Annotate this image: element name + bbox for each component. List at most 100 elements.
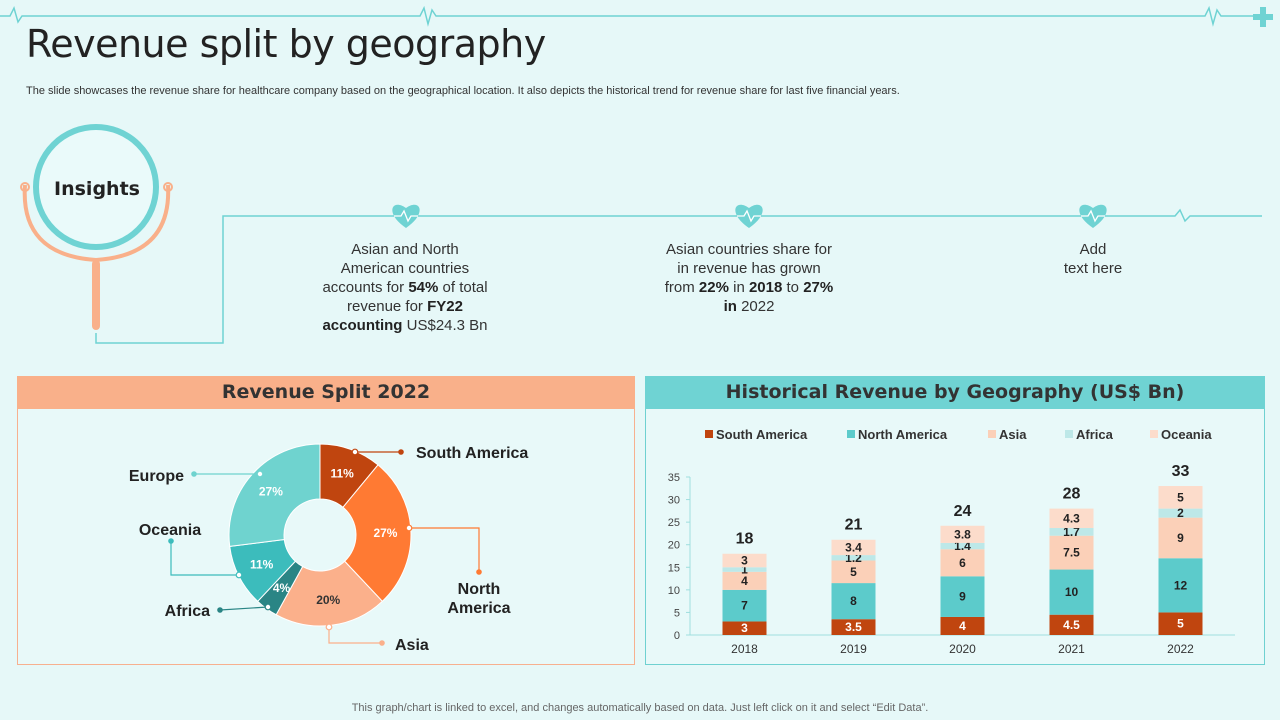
- bar-segment-oceania[interactable]: [940, 525, 985, 543]
- bar-value-label: 2: [1177, 506, 1184, 520]
- donut-category-label: South America: [416, 445, 528, 462]
- donut-category-label: North: [458, 581, 501, 598]
- insight-text-1: Asian and North American countries account…: [305, 240, 505, 335]
- bar-segment-asia[interactable]: [1049, 535, 1094, 570]
- bar-segment-oceania[interactable]: [722, 553, 767, 568]
- insight-text-segment: Asian and North: [351, 241, 459, 258]
- bar-value-label: 3.5: [845, 620, 862, 634]
- insight-text-segment: 22%: [698, 279, 729, 296]
- bar-segment-south-america[interactable]: [940, 616, 985, 635]
- x-tick-label: 2018: [731, 642, 758, 656]
- x-tick-label: 2022: [1167, 642, 1194, 656]
- bar-segment-oceania[interactable]: [1158, 486, 1203, 509]
- bar-value-label: 5: [1177, 490, 1184, 504]
- historical-revenue-bar-chart[interactable]: South America North America Asia Africa Ocea…: [645, 409, 1265, 665]
- insight-text-segment: 2022: [741, 298, 775, 315]
- insight-text-segment: 2018: [748, 279, 783, 296]
- bar-segment-north-america[interactable]: [831, 583, 876, 620]
- bar-segment-north-america[interactable]: [1049, 569, 1094, 615]
- bar-segment-north-america[interactable]: [940, 576, 985, 617]
- donut-leader-dot: [351, 448, 359, 456]
- bar-segment-africa[interactable]: [940, 542, 985, 550]
- insight-text-segment: American countries: [340, 260, 470, 277]
- bar-segment-south-america[interactable]: [722, 621, 767, 635]
- bar-segment-asia[interactable]: [831, 560, 876, 584]
- bar-value-label: 5: [850, 565, 857, 579]
- bar-value-label: 7.5: [1063, 546, 1080, 560]
- insight-text-segment: in: [723, 298, 742, 315]
- insight-text-segment: in revenue has grown: [677, 260, 821, 277]
- x-tick-label: 2021: [1058, 642, 1085, 656]
- donut-slice-label: 27%: [259, 485, 283, 499]
- x-tick-label: 2019: [840, 642, 867, 656]
- revenue-split-title: Revenue Split 2022: [221, 381, 431, 403]
- donut-slice-label: 4%: [273, 581, 291, 595]
- bar-value-label: 12: [1174, 578, 1188, 592]
- donut-category-label: Oceania: [139, 522, 201, 539]
- insight-text-segment: accounts for: [322, 279, 409, 296]
- bar-segment-africa[interactable]: [831, 555, 876, 561]
- bar-value-label: 5: [1177, 617, 1184, 631]
- y-tick-label: 20: [668, 540, 680, 552]
- insight-text-2: Asian countries share for in revenue has …: [649, 240, 849, 316]
- bar-segment-south-america[interactable]: [1049, 614, 1094, 635]
- donut-leader-dot: [379, 640, 385, 646]
- y-tick-label: 35: [668, 472, 680, 484]
- historical-revenue-header: Historical Revenue by Geography (US$ Bn): [645, 376, 1265, 409]
- donut-slice-asia[interactable]: [275, 560, 384, 627]
- bar-segment-asia[interactable]: [1158, 517, 1203, 559]
- donut-leader-dot: [398, 449, 404, 455]
- bar-segment-north-america[interactable]: [722, 589, 767, 622]
- historical-revenue-title: Historical Revenue by Geography (US$ Bn): [725, 381, 1185, 403]
- legend-label: North America: [858, 427, 948, 442]
- bar-segment-north-america[interactable]: [1158, 558, 1203, 613]
- donut-category-label: Asia: [395, 637, 429, 654]
- bar-segment-africa[interactable]: [1158, 508, 1203, 518]
- donut-leader-dot: [191, 471, 197, 477]
- bar-value-label: 7: [741, 599, 748, 613]
- bar-segment-south-america[interactable]: [1158, 612, 1203, 635]
- bar-segment-asia[interactable]: [940, 549, 985, 577]
- y-tick-label: 25: [668, 517, 680, 529]
- legend-label: Africa: [1076, 427, 1114, 442]
- donut-leader-dot: [235, 571, 243, 579]
- insight-text-segment: revenue for: [347, 298, 428, 315]
- bar-value-label: 10: [1065, 585, 1079, 599]
- insight-text-segment: 54%: [408, 279, 439, 296]
- bar-value-label: 6: [959, 556, 966, 570]
- legend-swatch: [847, 430, 855, 438]
- donut-slice-label: 11%: [331, 466, 355, 480]
- bar-total-label: 33: [1172, 463, 1190, 480]
- bar-segment-africa[interactable]: [722, 567, 767, 572]
- insight-text-segment: of total: [438, 279, 488, 296]
- donut-slice-north-america[interactable]: [342, 464, 412, 603]
- revenue-split-donut-chart[interactable]: 11% 27% 20% 4% 11% 27% South America North Ameri…: [17, 409, 635, 665]
- x-tick-label: 2020: [949, 642, 976, 656]
- donut-leader-dot: [405, 524, 413, 532]
- bar-value-label: 3: [741, 621, 748, 635]
- donut-category-label: Africa: [165, 603, 210, 620]
- legend-label: Asia: [999, 427, 1027, 442]
- insight-text-segment: US$24.3 Bn: [406, 317, 488, 334]
- bar-value-label: 3: [741, 554, 748, 568]
- y-tick-label: 30: [668, 495, 680, 507]
- donut-leader-line: [409, 527, 480, 572]
- bar-value-label: 1: [741, 563, 748, 577]
- donut-category-label: America: [447, 600, 510, 617]
- y-tick-label: 10: [668, 585, 680, 597]
- bar-segment-south-america[interactable]: [831, 619, 876, 635]
- bar-segment-asia[interactable]: [722, 571, 767, 590]
- heartbeat-top-line: [0, 5, 1273, 27]
- bar-segment-africa[interactable]: [1049, 528, 1094, 536]
- donut-leader-dot: [168, 538, 174, 544]
- insight-text-segment: to: [782, 279, 804, 296]
- bar-value-label: 3.4: [845, 540, 862, 554]
- bar-value-label: 4.3: [1063, 511, 1080, 525]
- bar-segment-oceania[interactable]: [1049, 508, 1094, 529]
- insight-text-segment: accounting: [322, 317, 407, 334]
- bar-total-label: 21: [845, 517, 863, 534]
- bar-segment-oceania[interactable]: [831, 539, 876, 556]
- donut-slice-label: 27%: [373, 526, 397, 540]
- bar-value-label: 3.8: [954, 527, 971, 541]
- donut-slice-europe[interactable]: [228, 443, 321, 547]
